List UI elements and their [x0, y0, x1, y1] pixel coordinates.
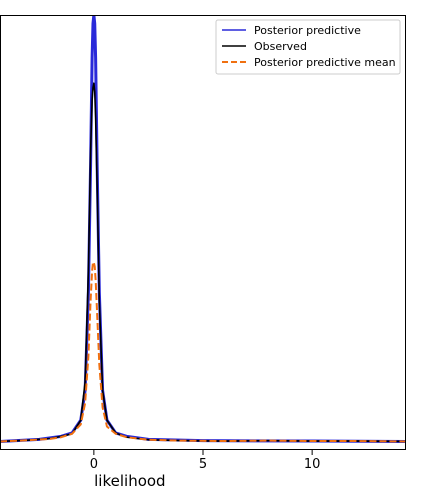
legend-label: Posterior predictive mean — [254, 56, 396, 69]
x-axis: 0 5 10 — [90, 450, 321, 472]
x-axis-label: likelihood — [94, 472, 165, 490]
legend-label: Posterior predictive — [254, 24, 361, 37]
plot-area — [0, 15, 406, 443]
series-line-posterior-predictive-mean — [0, 261, 406, 443]
legend-box — [215, 19, 401, 75]
axes-frame — [0, 15, 406, 450]
x-tick-label: 0 — [90, 457, 98, 472]
x-tick-label: 10 — [304, 457, 321, 472]
x-tick-label: 5 — [199, 457, 207, 472]
legend: Posterior predictive Observed Posterior pr… — [215, 19, 401, 75]
series-line-observed — [0, 82, 406, 443]
legend-label: Observed — [254, 40, 307, 53]
series-line-posterior-predictive — [0, 15, 406, 443]
